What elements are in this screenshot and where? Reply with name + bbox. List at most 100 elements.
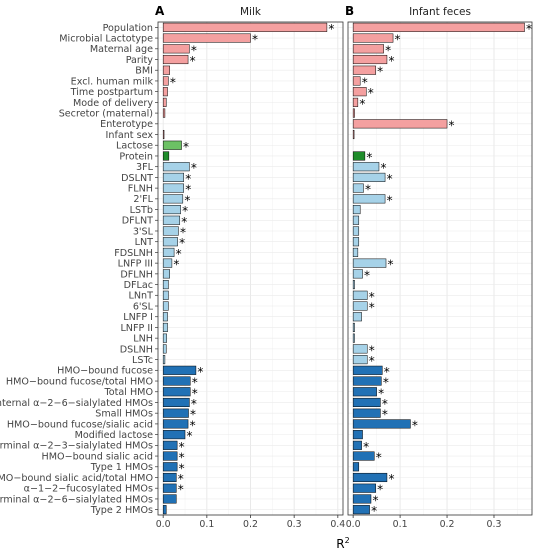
bar: [162, 387, 191, 397]
bar: [352, 65, 376, 75]
category-label: FDSLNH: [114, 248, 153, 259]
bar: [162, 312, 168, 322]
bar: [352, 258, 387, 268]
bar: [352, 301, 368, 311]
category-label: Maternal age: [90, 44, 153, 55]
category-label: LNFP I: [123, 312, 153, 323]
significance-star: *: [369, 290, 375, 304]
significance-star: *: [377, 65, 383, 79]
significance-star: *: [369, 354, 375, 368]
bar: [162, 44, 190, 54]
category-label: 6'SL: [133, 301, 154, 312]
category-label: DFLac: [124, 280, 153, 291]
bar: [162, 462, 178, 472]
bar: [352, 22, 525, 32]
bar: [162, 183, 184, 193]
significance-star: *: [179, 236, 185, 250]
category-label: Excl. human milk: [71, 76, 154, 87]
significance-star: *: [362, 75, 368, 89]
bar: [162, 355, 166, 365]
bar: [162, 65, 170, 75]
significance-star: *: [179, 451, 185, 465]
bar: [352, 97, 359, 107]
bar: [162, 215, 181, 225]
category-label: DFLNT: [122, 216, 153, 227]
significance-star: *: [185, 172, 191, 186]
bar: [162, 280, 169, 290]
x-axis-title: R2: [336, 536, 349, 550]
significance-star: *: [183, 140, 189, 154]
significance-star: *: [185, 183, 191, 197]
significance-star: *: [366, 150, 372, 164]
bar: [162, 397, 190, 408]
bar: [162, 322, 168, 332]
bar: [352, 215, 360, 225]
bar: [352, 397, 381, 408]
x-tick-label: 0.0: [156, 519, 171, 530]
significance-star: *: [176, 247, 182, 261]
significance-star: *: [178, 472, 184, 486]
significance-star: *: [369, 301, 375, 315]
bar: [352, 205, 361, 215]
significance-star: *: [387, 193, 393, 207]
bar: [162, 376, 191, 386]
significance-star: *: [170, 75, 176, 89]
significance-star: *: [190, 408, 196, 422]
significance-star: *: [184, 193, 190, 207]
bar: [352, 494, 372, 504]
panel-border: [347, 21, 533, 516]
bar: [352, 33, 394, 43]
significance-star: *: [377, 483, 383, 497]
bar: [162, 22, 328, 32]
significance-star: *: [369, 343, 375, 357]
category-label: HMO−bound sialic acid: [42, 451, 153, 462]
bar: [162, 483, 177, 493]
category-label: α−1−2−fucosylated HMOs: [24, 484, 153, 495]
bar: [162, 430, 186, 440]
category-label: LNT: [135, 237, 154, 248]
category-label: Modified lactose: [75, 430, 153, 441]
significance-star: *: [388, 54, 394, 68]
bar: [162, 162, 190, 172]
significance-star: *: [191, 397, 197, 411]
significance-star: *: [178, 483, 184, 497]
category-label: LNH: [133, 334, 153, 345]
bar: [162, 33, 251, 43]
significance-star: *: [197, 365, 203, 379]
panel-milk: A Milk****************************0.0 0.1 0…: [155, 4, 345, 530]
x-tick-label: 0.2: [440, 519, 455, 530]
bar: [352, 247, 359, 257]
category-label: Population: [103, 23, 153, 34]
significance-star: *: [191, 161, 197, 175]
bar: [352, 269, 363, 279]
significance-star: *: [384, 365, 390, 379]
bar: [162, 365, 197, 375]
significance-star: *: [383, 376, 389, 390]
bar: [352, 44, 384, 54]
bar: [352, 280, 355, 290]
category-label: Mode of delivery: [73, 98, 153, 109]
significance-star: *: [359, 97, 365, 111]
significance-star: *: [382, 408, 388, 422]
bar: [352, 151, 366, 161]
significance-star: *: [363, 440, 369, 454]
bar: [162, 451, 178, 461]
category-label: Terminal α−2−3−sialylated HMOs: [0, 441, 153, 452]
significance-star: *: [190, 418, 196, 432]
bar: [162, 472, 177, 483]
bar: [162, 76, 169, 86]
category-label: Infant sex: [106, 130, 154, 141]
bar: [352, 183, 364, 193]
bar: [162, 301, 169, 311]
category-label: Microbial Lactotype: [59, 33, 153, 44]
bar: [162, 87, 168, 97]
bar: [352, 408, 381, 418]
bar: [352, 290, 368, 300]
category-label: FLNH: [128, 184, 153, 195]
bar: [162, 108, 166, 118]
category-label: Parity: [126, 55, 154, 66]
bar: [162, 194, 184, 204]
significance-star: *: [190, 54, 196, 68]
category-label: Lactose: [116, 141, 153, 152]
